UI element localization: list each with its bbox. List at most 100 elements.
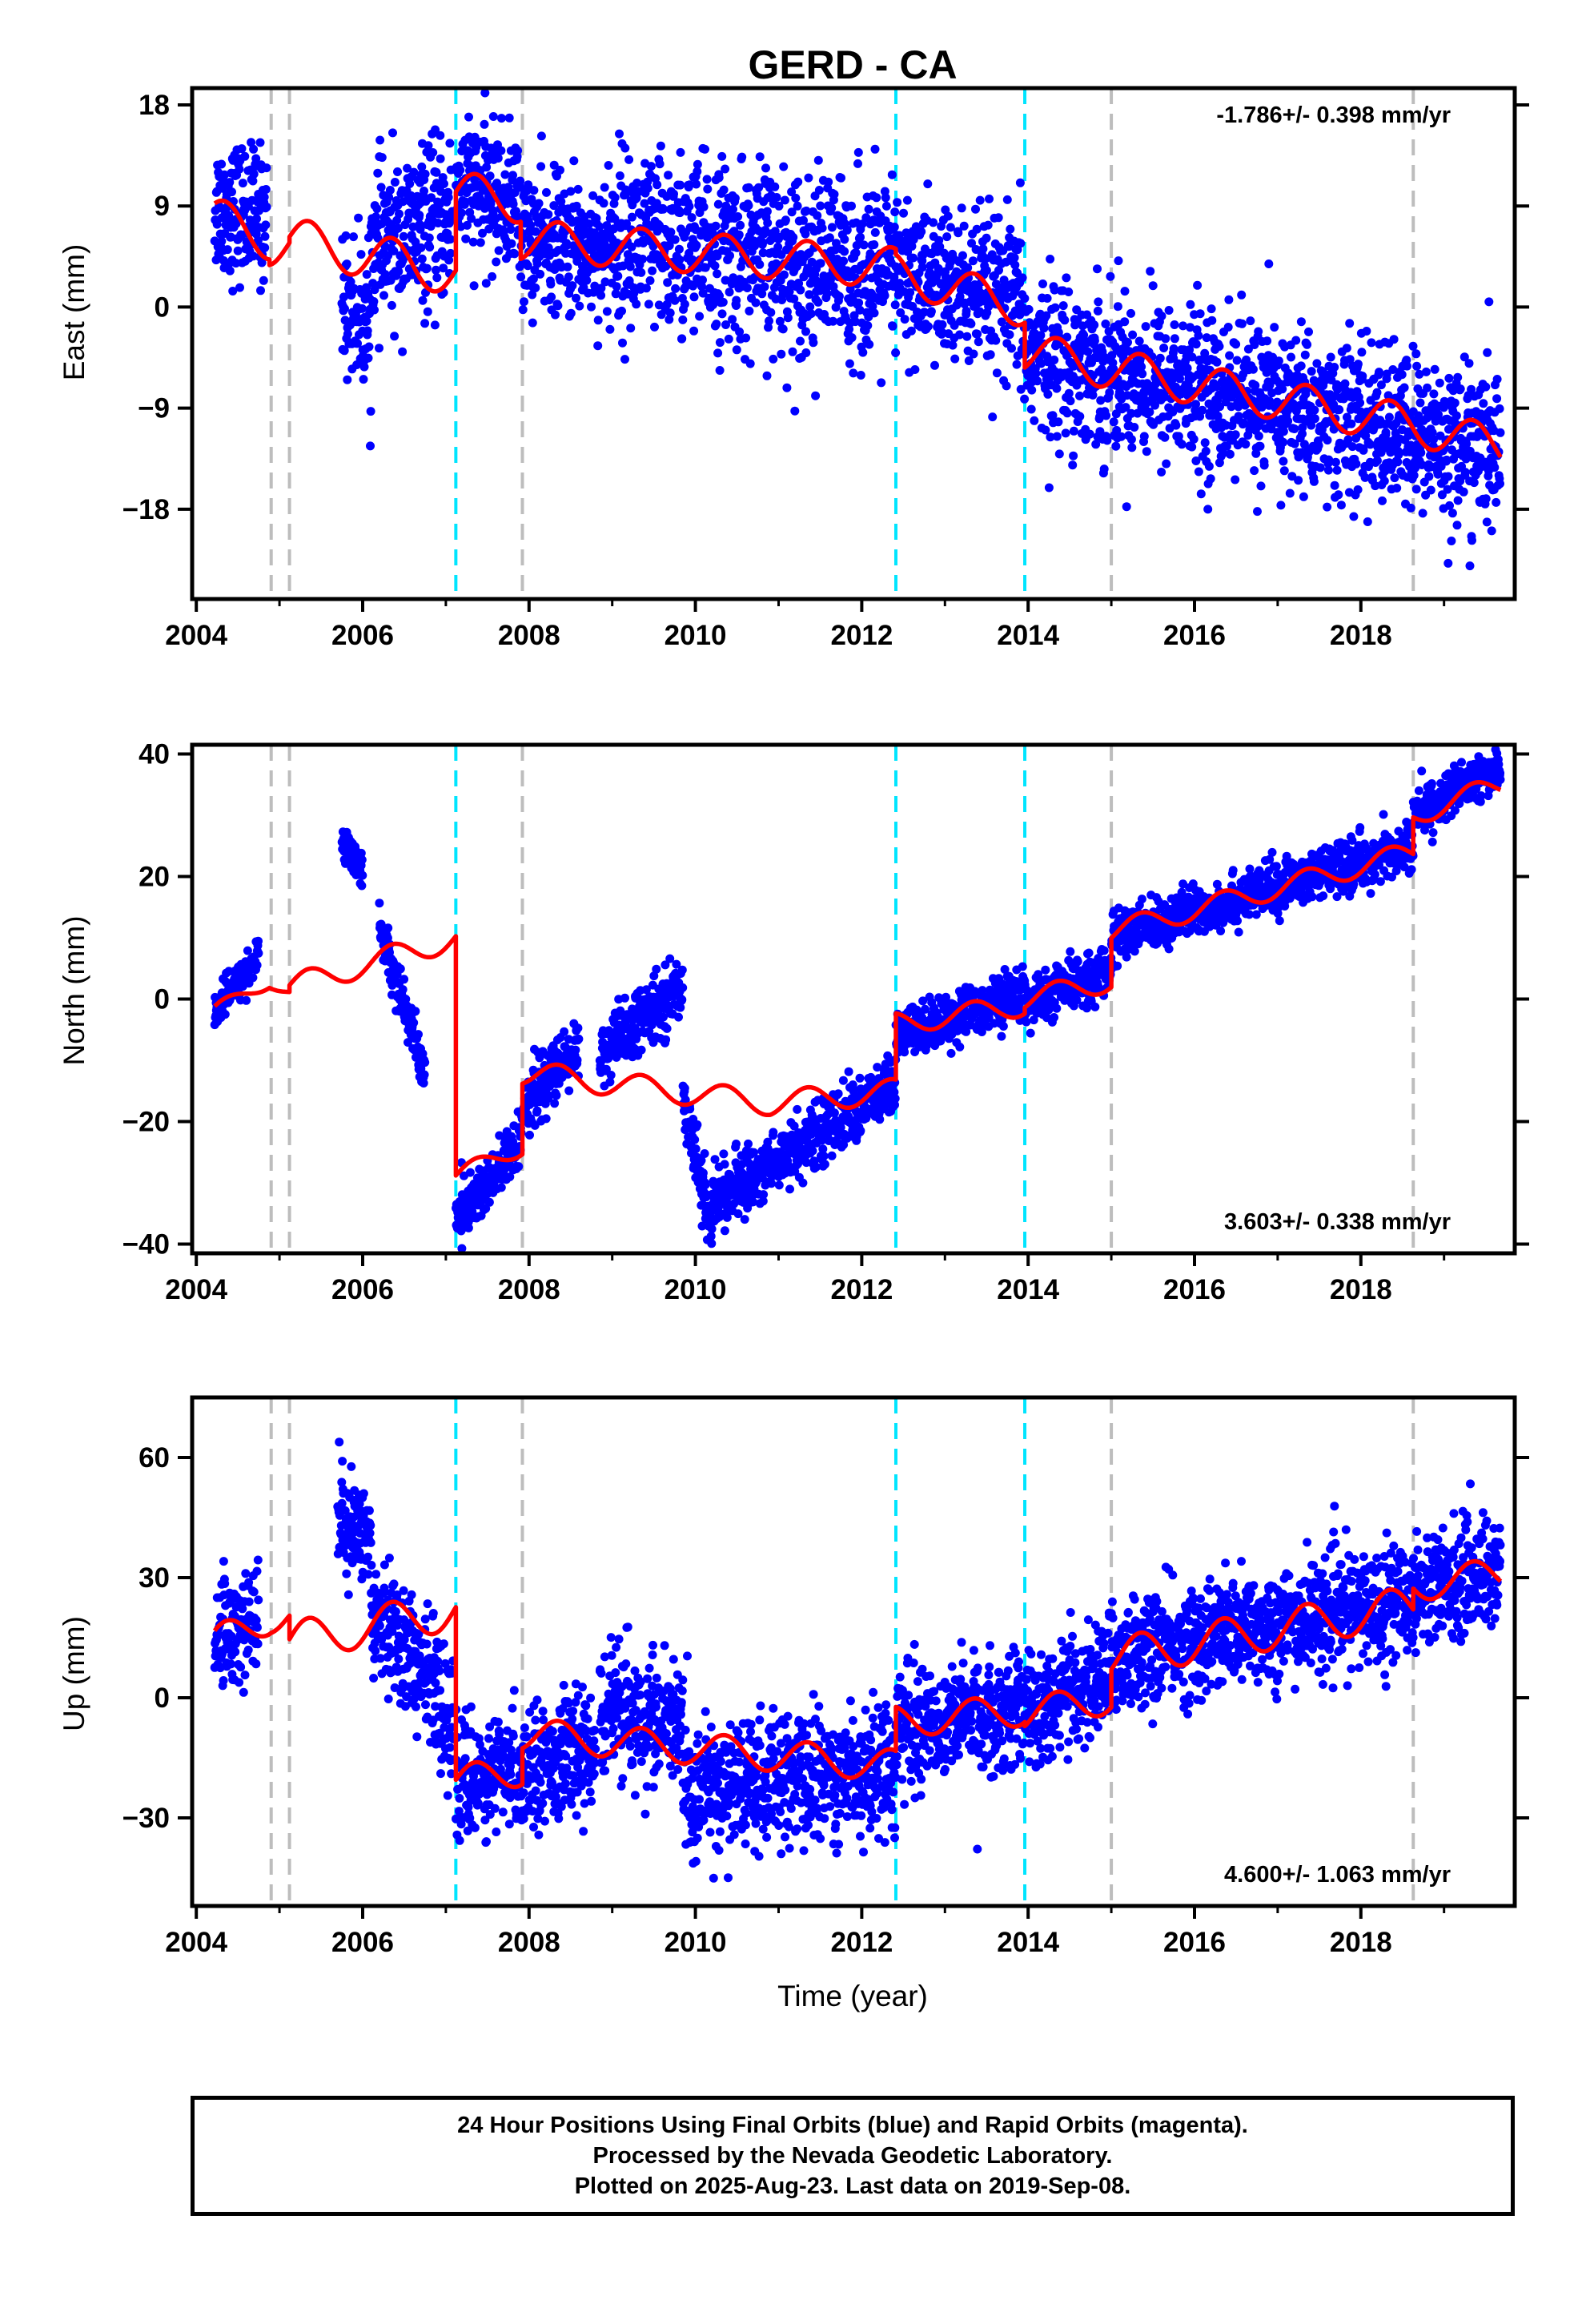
data-point <box>972 224 982 234</box>
data-point <box>755 152 765 162</box>
data-point <box>1254 327 1263 336</box>
data-point <box>775 316 785 326</box>
data-point <box>516 176 525 186</box>
data-point <box>492 179 502 188</box>
data-point <box>480 119 489 129</box>
data-point <box>1429 389 1439 399</box>
data-point <box>840 247 849 256</box>
data-point <box>659 1012 668 1022</box>
data-point <box>1111 441 1121 451</box>
data-point <box>712 320 721 329</box>
data-point <box>1355 398 1365 408</box>
data-point <box>251 154 261 163</box>
data-point <box>796 336 805 346</box>
data-point <box>1447 509 1457 518</box>
data-point <box>1160 432 1170 442</box>
data-point <box>618 261 628 271</box>
data-point <box>468 237 478 247</box>
data-point <box>394 267 404 276</box>
data-point <box>1194 331 1203 340</box>
data-point <box>1193 280 1203 290</box>
data-point <box>1246 316 1255 326</box>
data-point <box>1276 501 1286 510</box>
data-point <box>809 338 818 348</box>
data-point <box>398 347 408 356</box>
x-tick-label: 2014 <box>997 620 1059 651</box>
data-point <box>1496 479 1504 489</box>
data-point <box>652 964 661 974</box>
data-point <box>432 265 440 275</box>
data-point <box>983 220 993 230</box>
data-point <box>431 125 440 135</box>
data-point <box>610 193 620 203</box>
data-point <box>901 228 911 238</box>
data-point <box>571 1045 580 1055</box>
data-point <box>1231 430 1240 440</box>
data-point <box>1484 297 1494 307</box>
data-point <box>1231 340 1241 349</box>
data-point <box>1287 352 1295 362</box>
x-tick-label: 2018 <box>1330 620 1392 651</box>
data-point <box>1102 411 1111 420</box>
data-point <box>958 251 967 260</box>
data-point <box>1041 425 1050 435</box>
data-point <box>524 180 533 190</box>
data-point <box>754 183 764 192</box>
data-point <box>721 275 730 285</box>
data-point <box>363 353 373 363</box>
data-point <box>869 308 879 318</box>
data-point <box>389 246 399 255</box>
data-point <box>1215 342 1224 351</box>
data-point <box>387 300 396 310</box>
data-point <box>1203 505 1213 514</box>
data-point <box>1285 489 1295 498</box>
event-lines <box>269 745 1415 1253</box>
data-point <box>737 152 747 162</box>
data-point <box>1453 372 1463 382</box>
data-point <box>669 189 678 199</box>
data-point <box>805 302 815 312</box>
data-point <box>339 292 348 302</box>
data-point <box>1279 427 1288 436</box>
data-point <box>606 1071 616 1080</box>
data-point <box>1232 356 1242 365</box>
data-point <box>985 194 994 203</box>
data-point <box>493 154 503 163</box>
data-point <box>863 321 873 330</box>
data-point <box>353 339 362 348</box>
data-point <box>572 293 580 303</box>
data-point <box>697 282 706 292</box>
data-point <box>703 184 713 194</box>
data-point <box>255 138 265 147</box>
data-point <box>1075 391 1084 400</box>
data-point <box>1069 451 1078 460</box>
y-tick-label: 0 <box>155 292 170 323</box>
data-point <box>518 305 528 315</box>
data-point <box>865 249 875 259</box>
data-point <box>1430 364 1439 374</box>
data-point <box>1279 437 1288 447</box>
data-point <box>238 179 247 188</box>
data-point <box>414 1030 423 1039</box>
data-point <box>1018 273 1027 283</box>
data-point <box>720 1160 729 1169</box>
data-point <box>713 251 722 261</box>
data-point <box>699 202 709 211</box>
data-point <box>845 284 855 294</box>
data-point <box>777 349 786 359</box>
data-point <box>1310 414 1319 424</box>
data-point <box>856 1126 865 1136</box>
data-point <box>861 213 871 223</box>
data-point <box>1309 476 1319 486</box>
data-point <box>588 191 598 200</box>
data-point <box>765 316 773 326</box>
data-point <box>839 256 849 266</box>
y-tick-label: −9 <box>138 393 170 424</box>
data-point <box>375 344 383 353</box>
data-point <box>789 232 798 242</box>
event-lines <box>269 88 1415 599</box>
data-point <box>1487 526 1496 536</box>
y-tick-label: 9 <box>155 191 170 222</box>
data-point <box>536 162 546 171</box>
